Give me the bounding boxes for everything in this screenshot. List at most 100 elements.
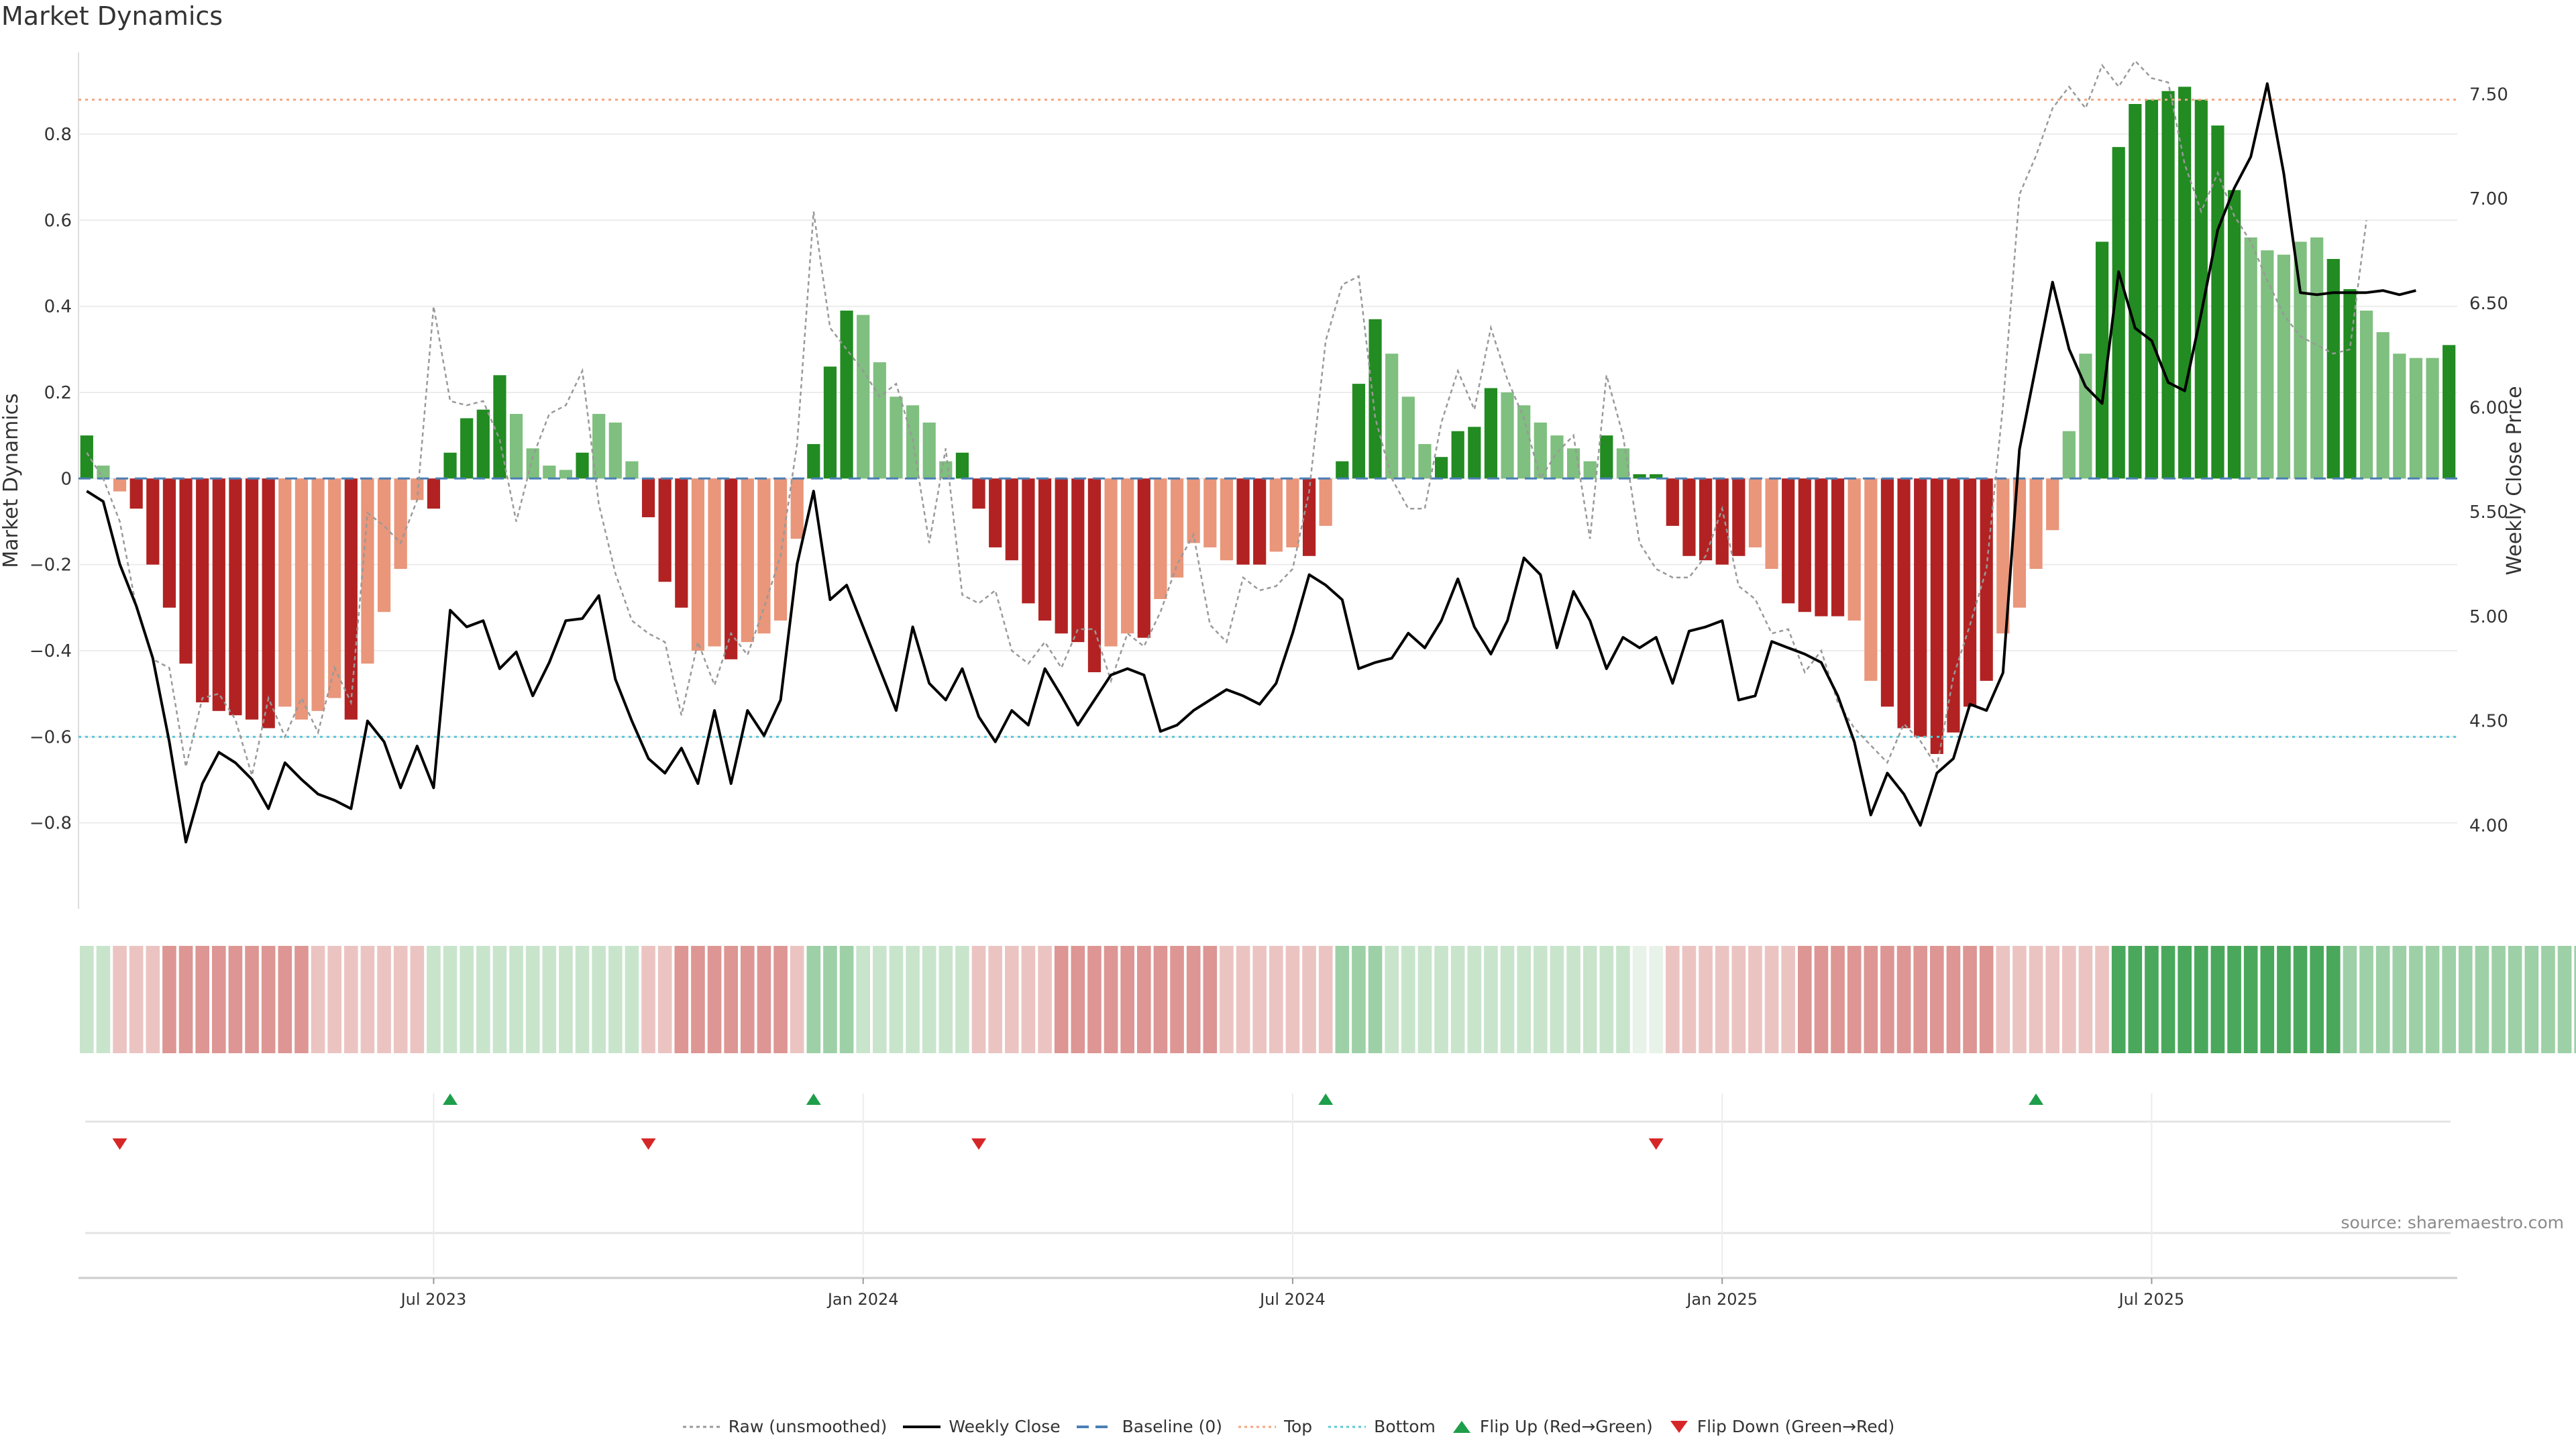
bar	[1451, 431, 1464, 479]
legend-baseline-label: Baseline (0)	[1122, 1417, 1222, 1436]
strip-cell	[1153, 946, 1168, 1053]
strip-cell	[1335, 946, 1350, 1053]
y-tick-label: 0.8	[44, 125, 72, 145]
strip-cell	[460, 946, 474, 1053]
strip-cell	[96, 946, 111, 1053]
strip-cell	[1798, 946, 1812, 1053]
strip-cell	[1831, 946, 1845, 1053]
strip-cell	[1467, 946, 1482, 1053]
bar	[509, 414, 523, 479]
strip-cell	[427, 946, 441, 1053]
strip-cell	[410, 946, 425, 1053]
flip-up-marker	[1318, 1093, 1334, 1105]
strip-cell	[2128, 946, 2143, 1053]
strip-cell	[1203, 946, 1218, 1053]
bar	[2443, 345, 2456, 479]
bar	[1616, 448, 1630, 479]
y2-tick-label: 5.50	[2469, 502, 2508, 523]
strip-cell	[178, 946, 193, 1053]
strip-cell	[971, 946, 986, 1053]
bar	[2359, 311, 2373, 479]
y2-tick-label: 7.00	[2469, 189, 2508, 209]
legend-baseline-swatch	[1076, 1425, 1114, 1428]
legend-raw: Raw (unsmoothed)	[682, 1417, 887, 1436]
bar	[559, 470, 573, 479]
strip-cell	[327, 946, 341, 1053]
strip-cell	[839, 946, 854, 1053]
strip-cell	[1252, 946, 1267, 1053]
strip-cell	[592, 946, 606, 1053]
bar	[1352, 384, 1366, 479]
strip-cell	[1071, 946, 1085, 1053]
y2-tick-label: 6.50	[2469, 294, 2508, 314]
bar	[460, 418, 474, 479]
strip-cell	[806, 946, 821, 1053]
bar	[1269, 478, 1283, 552]
strip-cell	[2062, 946, 2076, 1053]
strip-cell	[1781, 946, 1795, 1053]
strip-cell	[757, 946, 771, 1053]
flip-up-marker	[2029, 1093, 2044, 1105]
strip-cell	[2343, 946, 2357, 1053]
strip-cell	[1434, 946, 1448, 1053]
bar	[1401, 396, 1415, 479]
bar	[641, 478, 655, 518]
strip-cell	[2111, 946, 2126, 1053]
bar	[773, 478, 788, 621]
bar	[2194, 99, 2208, 479]
strip-cell	[542, 946, 557, 1053]
strip-cell	[741, 946, 755, 1053]
strip-cell	[1599, 946, 1614, 1053]
strip-cell	[625, 946, 639, 1053]
strip-cell	[2227, 946, 2241, 1053]
legend-bottom-swatch	[1328, 1426, 1366, 1428]
strip-cell	[1649, 946, 1663, 1053]
strip-cell	[113, 946, 127, 1053]
legend-top: Top	[1237, 1417, 1312, 1436]
x-axis: Jul 2023 Jan 2024 Jul 2024 Jan 2025 Jul 2025	[78, 1093, 2457, 1309]
y2-tick-label: 5.00	[2469, 607, 2508, 627]
legend-raw-swatch	[682, 1426, 720, 1428]
strip-cell	[1550, 946, 1564, 1053]
strip-cell	[1517, 946, 1531, 1053]
bar	[311, 478, 325, 711]
bar	[113, 478, 127, 492]
strip-cell	[938, 946, 953, 1053]
strip-cell	[674, 946, 689, 1053]
bar	[229, 478, 242, 716]
flip-down-marker	[1648, 1138, 1664, 1150]
strip-cell	[790, 946, 804, 1053]
bar	[2294, 241, 2307, 479]
bar	[179, 478, 193, 664]
strip-cell	[1913, 946, 1927, 1053]
strip-cell	[1996, 946, 2010, 1053]
bar	[2227, 190, 2241, 479]
bar	[2062, 431, 2076, 479]
bar	[757, 478, 771, 634]
strip-cell	[1170, 946, 1184, 1053]
bar	[1336, 461, 1349, 479]
strip-cell	[1500, 946, 1515, 1053]
bar	[922, 422, 936, 479]
bar	[1732, 478, 1746, 556]
x-tick-label: Jul 2025	[2118, 1290, 2185, 1309]
y-tick-label: −0.6	[30, 727, 72, 747]
bar	[1566, 448, 1580, 479]
strip-cell	[2541, 946, 2555, 1053]
bar	[972, 478, 985, 509]
bar	[592, 414, 606, 479]
strip-cell	[2508, 946, 2522, 1053]
bar	[955, 452, 969, 479]
bar	[1154, 478, 1167, 599]
strip-cell	[1236, 946, 1250, 1053]
legend-close-swatch	[903, 1425, 941, 1428]
strip-cell	[1285, 946, 1300, 1053]
bar	[1963, 478, 1977, 707]
strip-cell	[1318, 946, 1333, 1053]
bar	[1368, 319, 1382, 479]
strip-cell	[2459, 946, 2473, 1053]
bar	[394, 478, 407, 570]
bar	[2145, 99, 2159, 479]
strip-cell	[1401, 946, 1415, 1053]
strip-cell	[1186, 946, 1201, 1053]
